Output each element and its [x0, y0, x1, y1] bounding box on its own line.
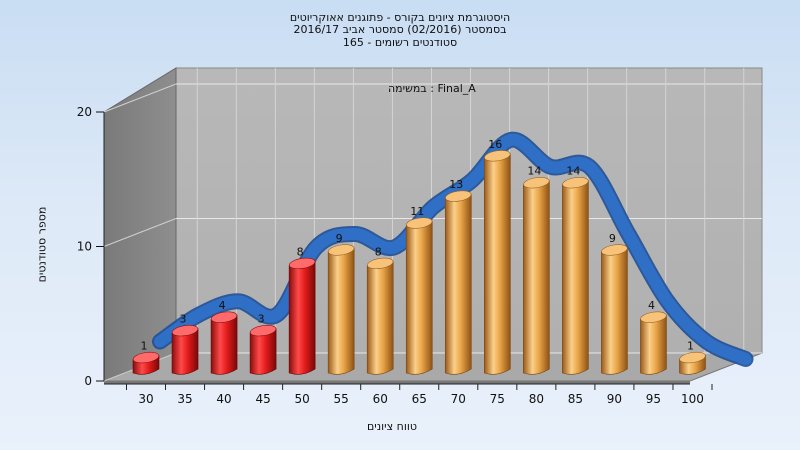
bar — [249, 328, 277, 375]
bar — [405, 220, 433, 375]
bar-top — [445, 190, 472, 202]
data-label: 4 — [219, 299, 226, 312]
bar-top — [367, 257, 394, 270]
data-label: 11 — [410, 205, 424, 218]
data-label: 16 — [488, 138, 502, 151]
bar-top — [406, 217, 433, 229]
data-label: 3 — [258, 313, 265, 326]
data-label: 1 — [141, 340, 148, 353]
data-label: 8 — [375, 245, 382, 258]
data-label: 4 — [648, 299, 655, 312]
data-label: 13 — [449, 178, 463, 191]
y-tick-label: 10 — [77, 240, 92, 254]
y-tick-label: 0 — [84, 374, 92, 388]
bar — [601, 247, 628, 375]
x-tick-label: 30 — [138, 392, 153, 406]
bar — [210, 314, 238, 375]
x-tick-label: 95 — [646, 392, 661, 406]
bar — [444, 193, 472, 375]
task-subtitle: במשימה : Final_A — [388, 82, 476, 95]
bar — [523, 180, 550, 375]
x-tick-label: 50 — [294, 392, 309, 406]
y-tick-label: 20 — [77, 105, 92, 119]
bar — [366, 261, 394, 375]
bar-top — [288, 257, 316, 270]
bar — [640, 314, 667, 375]
data-label: 3 — [180, 313, 187, 326]
x-tick-label: 90 — [607, 392, 622, 406]
data-label: 9 — [336, 232, 343, 245]
bar-top — [523, 177, 550, 189]
bar — [484, 153, 511, 375]
x-tick-label: 65 — [412, 392, 427, 406]
data-label: 8 — [297, 245, 304, 258]
bar-top — [328, 244, 355, 256]
x-tick-label: 70 — [451, 392, 466, 406]
x-tick-label: 45 — [255, 392, 270, 406]
floor-edge — [104, 381, 690, 384]
data-label: 1 — [687, 340, 694, 353]
grid-line-side — [103, 218, 177, 247]
chart-title-line-2: בסמסטר (02/2016) סמסטר אביב 2016/17 — [293, 23, 507, 36]
bar — [288, 261, 316, 375]
bar-top — [640, 311, 667, 323]
x-tick-label: 75 — [490, 392, 505, 406]
bar-top — [562, 177, 589, 189]
x-tick-label: 55 — [334, 392, 349, 406]
x-tick-label: 40 — [216, 392, 231, 406]
x-tick-label: 35 — [177, 392, 192, 406]
data-label: 14 — [566, 165, 580, 178]
y-axis-title: מספר סטודנטים — [35, 206, 49, 283]
chart-title-line-1: היסטוגרמת ציונים בקורס - פתוגנים אאוקריו… — [289, 11, 511, 24]
x-tick-label: 80 — [529, 392, 544, 406]
x-tick-label: 60 — [373, 392, 388, 406]
chart-title-line-3: סטודנטים רשומים - 165 — [342, 36, 458, 49]
bar-top — [484, 150, 511, 162]
bar — [171, 328, 199, 375]
x-tick-label: 100 — [681, 392, 704, 406]
grid-line-side — [103, 83, 177, 113]
x-axis-title: טווח ציונים — [367, 420, 417, 433]
x-tick-label: 85 — [568, 392, 583, 406]
bar-top — [601, 244, 628, 256]
bar — [562, 180, 589, 375]
bar-top — [249, 325, 277, 337]
bar-top — [210, 311, 238, 323]
data-label: 9 — [609, 232, 616, 245]
bar — [327, 247, 355, 375]
data-label: 14 — [527, 165, 541, 178]
bar-top — [171, 325, 199, 337]
bar-top — [132, 351, 160, 364]
bar-top — [679, 351, 706, 364]
